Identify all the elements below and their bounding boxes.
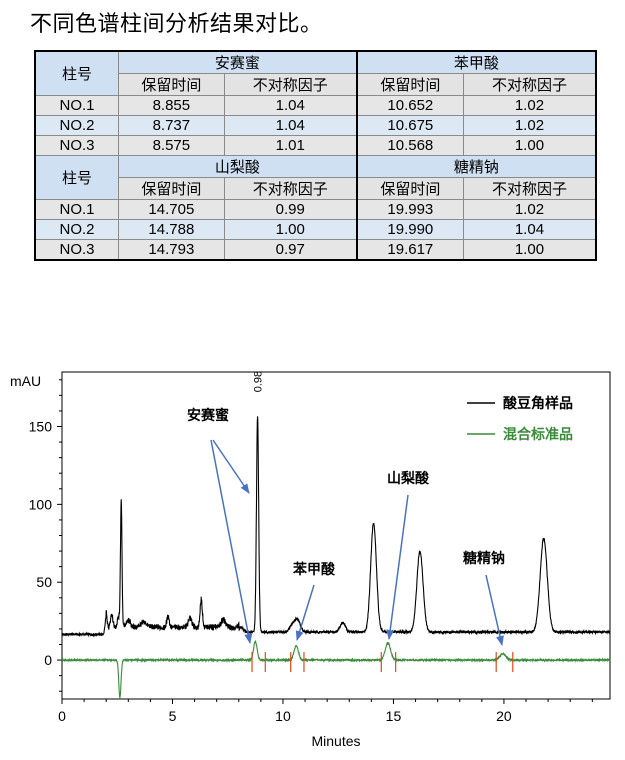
table-cell: 1.04 (223, 115, 358, 136)
table-row: NO.2 8.737 1.04 10.675 1.02 (34, 115, 597, 136)
table-cell: 1.02 (462, 115, 597, 136)
table-cell: 0.99 (223, 199, 358, 220)
table-cell: 1.04 (462, 219, 597, 240)
annotation-arrow (485, 574, 504, 646)
table-cell: 8.737 (118, 115, 225, 136)
column-label-header: 柱号 (34, 155, 119, 200)
table-cell: 19.617 (356, 239, 464, 261)
y-axis-label: mAU (10, 373, 41, 389)
table-cell: 10.568 (356, 135, 464, 156)
table-cell: 1.00 (462, 239, 597, 261)
x-tick-label: 5 (169, 708, 177, 724)
x-tick-label: 20 (496, 708, 512, 724)
y-tick-label: 0 (44, 652, 52, 668)
table-cell: 1.00 (462, 135, 597, 156)
annotation-sorbic-acid: 山梨酸 (387, 470, 430, 486)
annotation-acesulfame: 安赛蜜 (187, 407, 229, 423)
y-tick-label: 50 (36, 574, 52, 590)
table-cell: 10.652 (356, 95, 464, 116)
x-tick-label: 15 (386, 708, 402, 724)
sub-header: 保留时间 (118, 73, 225, 96)
sub-header: 不对称因子 (223, 177, 358, 200)
x-axis-label: Minutes (311, 733, 360, 749)
annotation-saccharin: 糖精钠 (463, 550, 505, 566)
y-tick-label: 150 (29, 419, 53, 435)
standard-trace (61, 639, 611, 700)
table-row: NO.1 14.705 0.99 19.993 1.02 (34, 199, 597, 220)
table-cell: 14.788 (118, 219, 225, 240)
plot-frame (61, 371, 611, 700)
compound-header-acesulfame: 安赛蜜 (117, 50, 358, 74)
legend-sample-label: 酸豆角样品 (503, 395, 573, 411)
compound-header-sorbic-acid: 山梨酸 (117, 155, 358, 178)
table-row: NO.2 14.788 1.00 19.990 1.04 (34, 219, 597, 240)
table-cell: 10.675 (356, 115, 464, 136)
x-tick-label: 0 (58, 708, 66, 724)
figure-caption: 不同色谱柱间分析结果对比。 (30, 12, 323, 37)
y-tick-label: 100 (29, 496, 53, 512)
x-tick-label: 10 (275, 708, 291, 724)
table-row: NO.3 14.793 0.97 19.617 1.00 (34, 239, 597, 261)
table-cell: 1.01 (223, 135, 358, 156)
table-row: NO.3 8.575 1.01 10.568 1.00 (34, 135, 597, 156)
results-table: 柱号 安赛蜜 苯甲酸 保留时间 不对称因子 保留时间 不对称因子 NO.1 8.… (34, 50, 598, 261)
table-cell: 19.993 (356, 199, 464, 220)
annotation-arrow (386, 494, 409, 640)
peak-label: 0.98 (253, 371, 265, 392)
column-id: NO.1 (34, 95, 119, 116)
column-id: NO.3 (34, 239, 119, 261)
column-id: NO.3 (34, 135, 119, 156)
table-cell: 14.705 (118, 199, 225, 220)
table-cell: 1.00 (223, 219, 358, 240)
table-cell: 1.04 (223, 95, 358, 116)
column-id: NO.2 (34, 115, 119, 136)
table-cell: 14.793 (118, 239, 225, 261)
sub-header: 保留时间 (118, 177, 225, 200)
compound-header-benzoic-acid: 苯甲酸 (356, 50, 598, 74)
table-row: NO.1 8.855 1.04 10.652 1.02 (34, 95, 597, 116)
annotation-arrow (212, 439, 250, 494)
annotation-benzoic-acid: 苯甲酸 (292, 561, 336, 577)
table-cell: 8.575 (118, 135, 225, 156)
sample-trace (61, 416, 611, 638)
annotation-arrow (210, 439, 253, 644)
sub-header: 保留时间 (356, 177, 464, 200)
annotation-arrow (295, 584, 315, 641)
table-cell: 1.02 (462, 199, 597, 220)
table-cell: 19.990 (356, 219, 464, 240)
legend-standard-label: 混合标准品 (503, 426, 573, 442)
table-cell: 8.855 (118, 95, 225, 116)
sub-header: 不对称因子 (223, 73, 358, 96)
column-label-header: 柱号 (34, 50, 119, 96)
sub-header: 保留时间 (356, 73, 464, 96)
table-cell: 1.02 (462, 95, 597, 116)
column-id: NO.1 (34, 199, 119, 220)
compound-header-saccharin: 糖精钠 (356, 155, 598, 178)
table-cell: 0.97 (223, 239, 358, 261)
column-id: NO.2 (34, 219, 119, 240)
sub-header: 不对称因子 (462, 73, 597, 96)
sub-header: 不对称因子 (462, 177, 597, 200)
legend: 酸豆角样品 混合标准品 (467, 395, 573, 442)
